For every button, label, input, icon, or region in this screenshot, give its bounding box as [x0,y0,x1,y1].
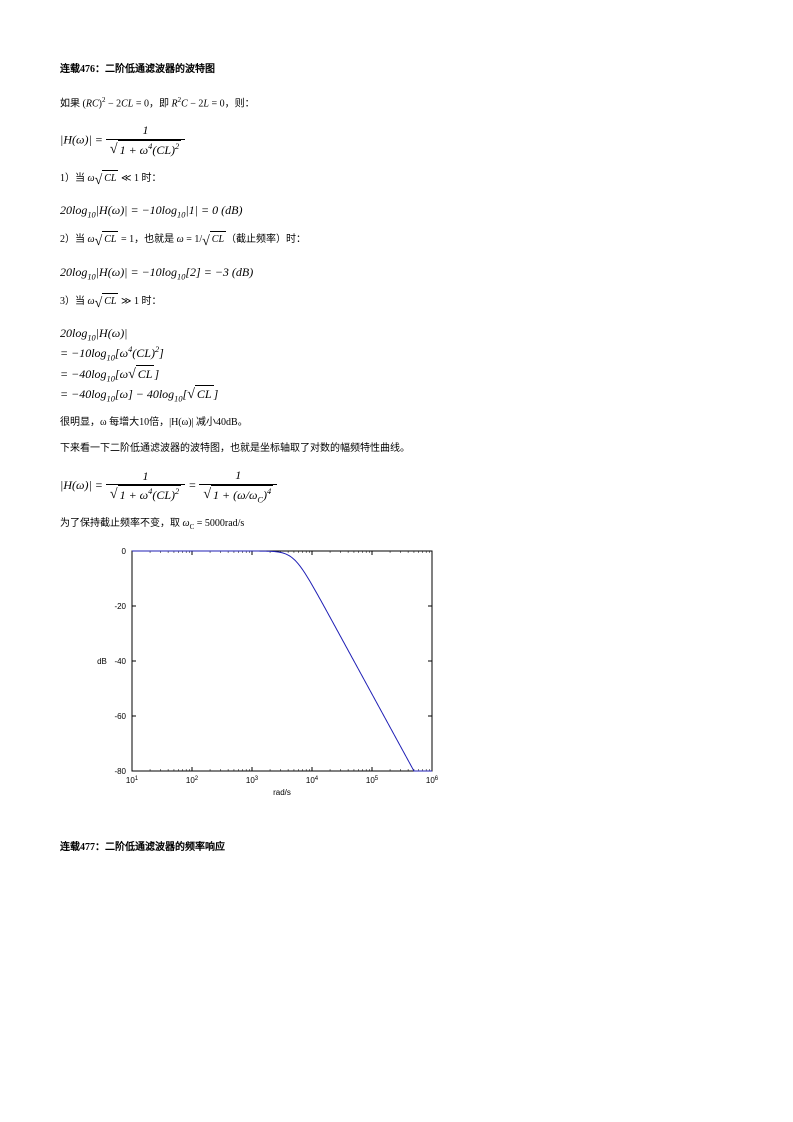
svg-text:0: 0 [122,547,127,556]
case-1-equation: 20log10|H(ω)| = −10log10|1| = 0 (dB) [60,202,743,221]
svg-text:102: 102 [186,776,199,785]
equation-2: |H(ω)| = 1 √1 + ω4(CL)2 = 1 √1 + (ω/ωC)4 [60,467,743,506]
svg-text:rad/s: rad/s [273,788,291,797]
intro-text: 如果 (RC)2 − 2CL = 0，即 R2C − 2L = 0，则： [60,95,743,112]
svg-text:-40: -40 [114,657,126,666]
case-2-equation: 20log10|H(ω)| = −10log10[2] = −3 (dB) [60,264,743,283]
svg-text:104: 104 [306,776,319,785]
case-1-label: 1）当 ω√CL ≪ 1 时： [60,170,743,192]
svg-text:105: 105 [366,776,379,785]
section-title-476: 连载476：二阶低通滤波器的波特图 [60,60,743,75]
case-2-label: 2）当 ω√CL = 1，也就是 ω = 1/√CL（截止频率）时： [60,231,743,253]
conclusion-text: 很明显，ω 每增大10倍，|H(ω)| 减小40dB。 [60,415,743,431]
next-intro-text: 下来看一下二阶低通滤波器的波特图，也就是坐标轴取了对数的幅频特性曲线。 [60,441,743,457]
svg-text:-60: -60 [114,712,126,721]
case-3-equation: 20log10|H(ω)| = −10log10[ω4(CL)2] = −40l… [60,325,743,405]
bode-plot: 0 -20 -40 -60 -80101 102 103 104 105 106 rad/s dB [90,543,450,818]
section-title-477: 连载477：二阶低通滤波器的频率响应 [60,838,743,853]
equation-1: |H(ω)| = 1 √1 + ω4(CL)2 [60,122,743,159]
keep-note-text: 为了保持截止频率不变，取 ωC = 5000rad/s [60,516,743,533]
svg-text:101: 101 [126,776,139,785]
svg-text:-80: -80 [114,767,126,776]
svg-text:106: 106 [426,776,439,785]
svg-text:dB: dB [97,657,107,666]
case-3-label: 3）当 ω√CL ≫ 1 时： [60,293,743,315]
svg-text:103: 103 [246,776,259,785]
svg-text:-20: -20 [114,602,126,611]
